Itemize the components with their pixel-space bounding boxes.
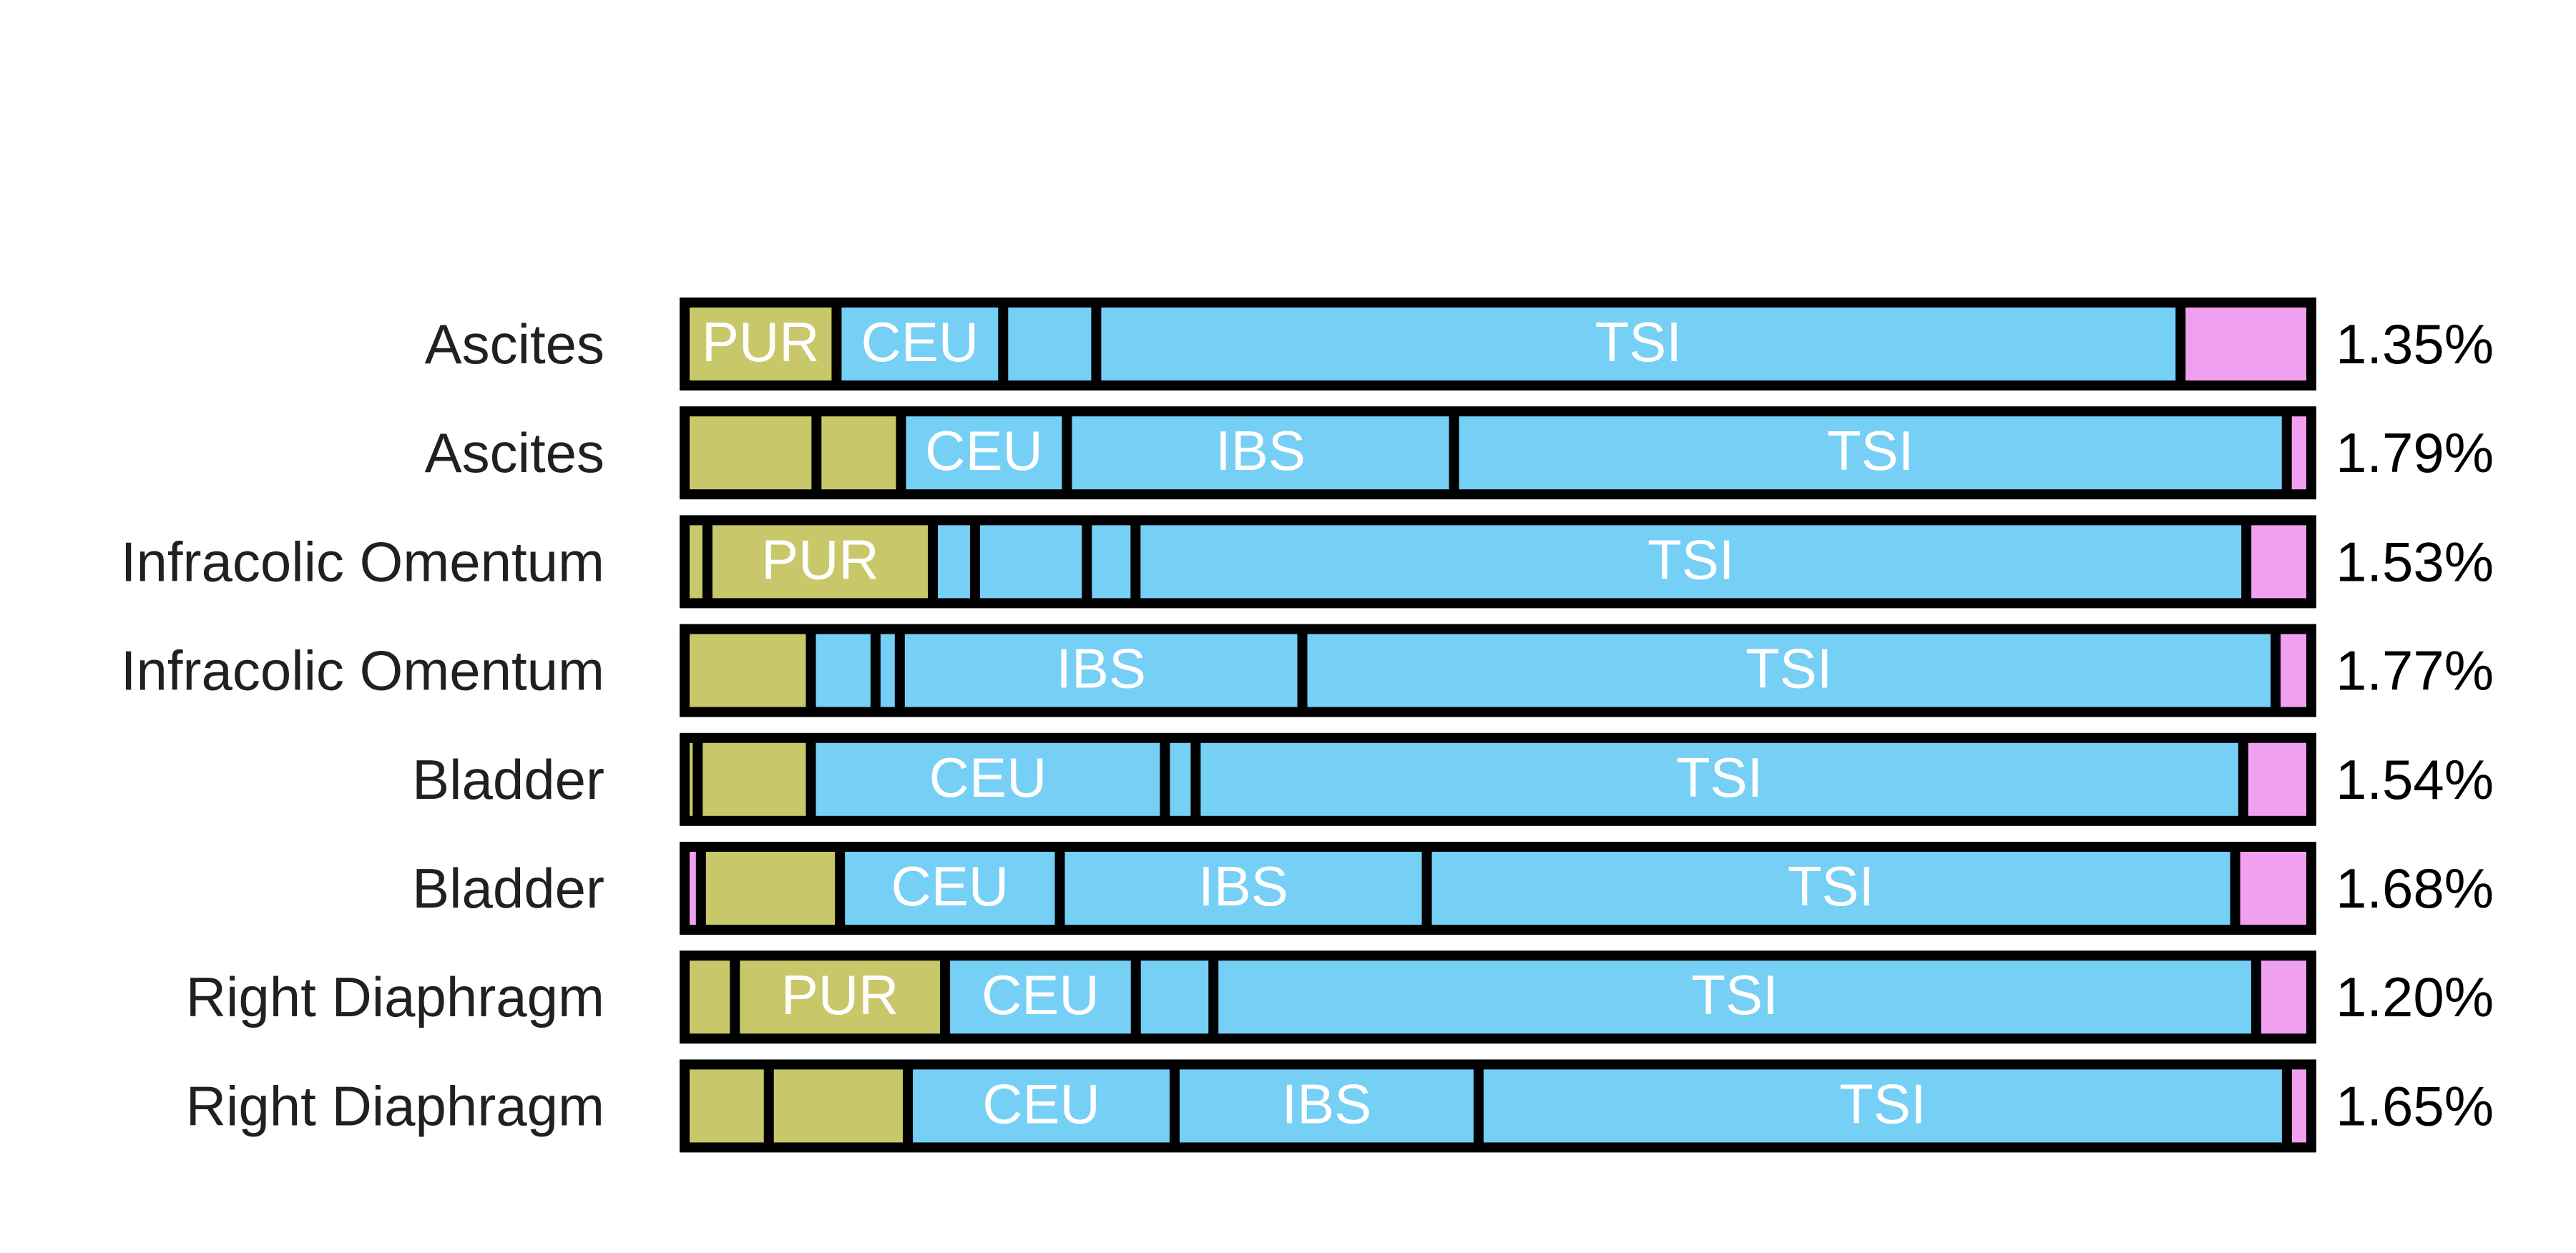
segment-label: CEU (861, 310, 979, 373)
segment-label: IBS (1215, 419, 1306, 482)
bar-segment (712, 525, 929, 599)
segment-label: IBS (1198, 855, 1288, 918)
bar-segment (690, 308, 832, 380)
bar-segment (2251, 525, 2306, 599)
bar-segment (816, 742, 1160, 816)
bar-segment (2261, 960, 2306, 1034)
bar-segment (1459, 416, 2282, 490)
chart-row: Right Diaphragm PUR CEU TSI 1.20% (186, 950, 2494, 1044)
bar-segment (821, 416, 896, 490)
row-label: Ascites (425, 421, 604, 484)
value-label: 1.65% (2336, 1074, 2494, 1137)
segment-label: PUR (781, 963, 899, 1026)
bar-segment (979, 525, 1082, 599)
segment-label: CEU (925, 419, 1043, 482)
segment-label: TSI (1827, 419, 1914, 482)
segment-label: PUR (702, 310, 820, 373)
row-label: Ascites (425, 313, 604, 375)
bar-segment (690, 1069, 764, 1143)
segment-label: CEU (891, 855, 1009, 918)
bar-segment (906, 416, 1062, 490)
segment-label: CEU (929, 746, 1047, 809)
bar-segment (1072, 416, 1449, 490)
row-label: Bladder (412, 857, 604, 920)
segment-label: TSI (1595, 310, 1682, 373)
bar-segment (1431, 852, 2230, 925)
bar-segment (690, 960, 730, 1034)
bar-segment (690, 416, 812, 490)
value-label: 1.53% (2336, 530, 2494, 593)
value-label: 1.79% (2336, 421, 2494, 484)
segment-label: TSI (1745, 637, 1832, 700)
bar-segment (1180, 1069, 1474, 1143)
bar-segment (1218, 960, 2251, 1034)
value-label: 1.68% (2336, 857, 2494, 920)
chart-row: Infracolic Omentum IBS TSI 1.77% (121, 624, 2494, 717)
segment-label: TSI (1839, 1072, 1926, 1135)
row-label: Infracolic Omentum (121, 639, 604, 702)
row-label: Infracolic Omentum (121, 530, 604, 593)
chart-row: Bladder CEU TSI 1.54% (412, 732, 2494, 826)
segment-label: TSI (1691, 963, 1778, 1026)
bar-segment (880, 634, 895, 707)
bar-segment (740, 960, 941, 1034)
value-label: 1.77% (2336, 639, 2494, 702)
bar-segment (1008, 308, 1092, 380)
chart-row: Right Diaphragm CEU IBS TSI 1.65% (186, 1059, 2494, 1153)
segment-label: IBS (1056, 637, 1146, 700)
bar-segment (690, 852, 696, 925)
segment-label: CEU (981, 963, 1100, 1026)
chart-row: Infracolic Omentum PUR TSI 1.53% (121, 515, 2494, 609)
bar-segment (2291, 1069, 2306, 1143)
bar-segment (2248, 742, 2306, 816)
bar-segment (705, 852, 836, 925)
bar-segment (1307, 634, 2271, 707)
bar-segment (1140, 960, 1209, 1034)
bar-segment (950, 960, 1131, 1034)
bar-segment (773, 1069, 903, 1143)
bar-segment (1483, 1069, 2282, 1143)
segment-label: IBS (1282, 1072, 1372, 1135)
bar-segment (938, 525, 970, 599)
bar-segment (1170, 742, 1191, 816)
bar-segment (1140, 525, 2242, 599)
bar-segment (2240, 852, 2306, 925)
chart-row: Ascites CEU IBS TSI 1.79% (425, 406, 2494, 500)
value-label: 1.20% (2336, 965, 2494, 1028)
bar-segment (702, 742, 806, 816)
row-label: Right Diaphragm (186, 965, 604, 1028)
bar-segment (1064, 852, 1422, 925)
bar-segment (690, 742, 693, 816)
row-label: Bladder (412, 748, 604, 811)
bar-segment (1200, 742, 2238, 816)
chart-row: Ascites PUR CEU TSI 1.35% (425, 298, 2494, 390)
bar-segment (816, 634, 871, 707)
bar-segment (841, 308, 999, 380)
bar-segment (2185, 308, 2306, 380)
value-label: 1.54% (2336, 748, 2494, 811)
bar-segment (845, 852, 1055, 925)
segment-label: PUR (761, 528, 879, 591)
bar-segment (2281, 634, 2306, 707)
chart-rows: Ascites PUR CEU TSI 1.35%Ascites CEU IBS TSI 1.7… (121, 298, 2494, 1153)
bar-segment (904, 634, 1298, 707)
chart-row: Bladder CEU IBS TSI 1.68% (412, 842, 2494, 935)
segment-label: TSI (1647, 528, 1734, 591)
row-label: Right Diaphragm (186, 1074, 604, 1137)
bar-segment (1092, 525, 1131, 599)
segment-label: TSI (1676, 746, 1763, 809)
bar-segment (1101, 308, 2176, 380)
segment-label: TSI (1788, 855, 1874, 918)
segment-label: CEU (982, 1072, 1100, 1135)
bar-segment (2291, 416, 2306, 490)
bar-segment (690, 525, 702, 599)
value-label: 1.35% (2336, 313, 2494, 375)
bar-segment (690, 634, 806, 707)
bar-segment (913, 1069, 1170, 1143)
